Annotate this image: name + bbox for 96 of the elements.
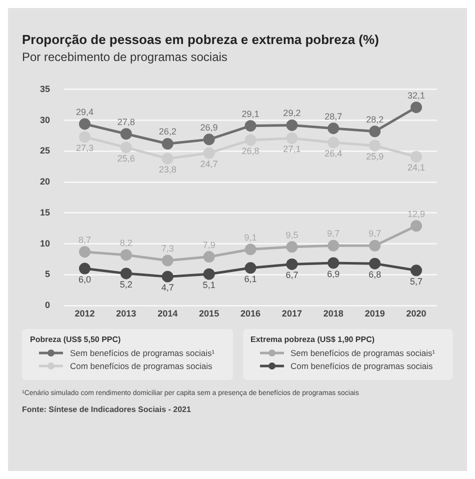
point (162, 270, 174, 282)
x-tick-label: 2015 (199, 308, 220, 318)
point (410, 102, 422, 114)
chart-subtitle: Por recebimento de programas sociais (22, 50, 228, 64)
data-label: 27,3 (76, 142, 94, 153)
data-label: 26,8 (242, 146, 260, 156)
data-label: 5,1 (202, 280, 216, 290)
chart-title: Proporção de pessoas em pobreza e extrema pobreza (%) (22, 32, 380, 47)
data-label: 6,1 (244, 274, 257, 284)
point (203, 268, 215, 280)
y-tick-label: 10 (40, 238, 50, 248)
point (286, 119, 298, 131)
point (369, 240, 381, 252)
point (162, 138, 174, 150)
data-label: 6,8 (368, 270, 382, 280)
legend-label: Com benefícios de programas sociais (70, 361, 212, 371)
point (162, 254, 174, 266)
data-label: 25,9 (366, 152, 384, 162)
data-label: 24,1 (408, 162, 426, 173)
data-label: 26,2 (158, 126, 176, 137)
data-label: 28,7 (324, 111, 342, 122)
y-tick-label: 5 (44, 269, 50, 280)
y-tick-label: 30 (40, 114, 50, 125)
point (120, 142, 132, 154)
text: Extrema pobreza (US$ 1,90 PPC) (250, 335, 376, 344)
point (78, 131, 90, 143)
point (328, 257, 340, 269)
legend-label: Sem benefícios de programas sociais¹ (70, 348, 215, 358)
point (369, 258, 381, 270)
point (286, 241, 298, 253)
point (120, 268, 132, 280)
source-note: Fonte: Síntese de Indicadores Sociais - 2021 (22, 405, 192, 414)
data-label: 6,9 (327, 268, 340, 279)
point (410, 220, 422, 232)
data-label: 29,2 (283, 108, 301, 118)
data-label: 25,6 (117, 153, 135, 164)
data-label: 8,2 (120, 238, 132, 248)
data-label: 8,7 (78, 234, 91, 245)
data-label: 6,7 (286, 270, 298, 280)
data-label: 5,7 (410, 276, 423, 286)
point (162, 152, 174, 164)
point (328, 122, 340, 134)
y-tick-label: 35 (40, 84, 50, 94)
x-tick-label: 2019 (364, 308, 385, 318)
data-label: 24,7 (200, 159, 218, 170)
point (410, 150, 422, 162)
data-label: 4,7 (161, 282, 174, 293)
data-label: 29,1 (242, 108, 260, 119)
y-tick-label: 15 (40, 207, 50, 218)
y-tick-label: 20 (40, 176, 50, 187)
x-tick-label: 2014 (158, 308, 178, 318)
data-label: 7,9 (202, 240, 216, 250)
x-tick-label: 2016 (240, 308, 261, 318)
x-tick-label: 2013 (116, 308, 136, 318)
x-tick-label: 2017 (282, 308, 302, 318)
data-label: 6,0 (78, 274, 91, 285)
data-label: 27,1 (283, 144, 301, 154)
point (203, 134, 215, 146)
data-label: 26,4 (324, 148, 342, 159)
point (203, 251, 215, 263)
y-tick-label: 0 (44, 300, 50, 310)
legend-label: Sem benefícios de programas sociais¹ (290, 348, 436, 358)
point (78, 246, 90, 258)
x-tick-label: 2018 (323, 308, 344, 318)
data-label: 28,2 (366, 114, 384, 124)
point (78, 118, 90, 130)
data-label: 9,1 (244, 232, 257, 242)
point (244, 120, 256, 132)
data-label: 23,8 (158, 164, 176, 175)
data-label: 5,2 (120, 279, 132, 290)
point (286, 132, 298, 144)
data-label: 9,7 (368, 228, 382, 239)
point (286, 258, 298, 270)
data-label: 9,5 (286, 230, 298, 240)
point (410, 264, 422, 276)
x-tick-label: 2012 (74, 308, 95, 318)
data-label: 32,1 (408, 90, 426, 100)
data-label: 7,3 (161, 243, 174, 254)
data-label: 12,9 (408, 208, 426, 219)
point (244, 244, 256, 256)
data-label: 9,7 (327, 228, 340, 239)
point (244, 262, 256, 274)
data-label: 26,9 (200, 122, 218, 132)
text: Pobreza (US$ 5,50 PPC) (30, 335, 122, 344)
point (120, 249, 132, 261)
legend-label: Com benefícios de programas sociais (290, 361, 433, 371)
point (328, 240, 340, 252)
point (120, 128, 132, 140)
x-tick-label: 2020 (406, 308, 426, 318)
y-tick-label: 25 (40, 146, 50, 156)
point (369, 126, 381, 138)
point (78, 262, 90, 274)
data-label: 27,8 (117, 116, 135, 127)
point (369, 140, 381, 152)
data-label: 29,4 (76, 106, 94, 117)
point (203, 147, 215, 159)
